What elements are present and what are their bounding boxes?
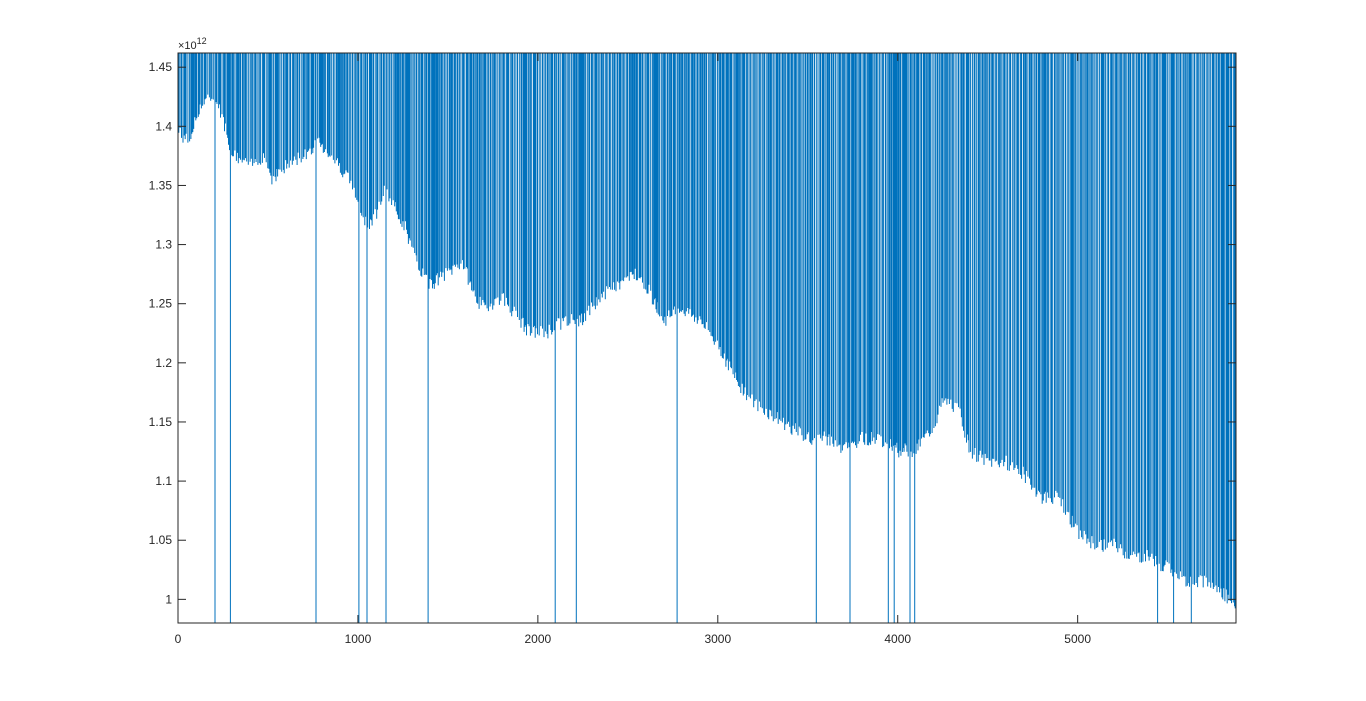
y-exponent-base: ×10	[178, 40, 197, 52]
x-tick-label: 4000	[884, 632, 911, 646]
y-tick-label: 1.3	[155, 238, 172, 252]
y-tick-label: 1.15	[149, 415, 173, 429]
series-line	[177, 52, 1236, 623]
axes-box	[177, 52, 1237, 624]
data-series-layer	[177, 52, 1236, 623]
x-axis: 0 1000 2000 3000 4000 5000	[175, 53, 1091, 646]
y-tick-label: 1.35	[149, 178, 173, 192]
x-tick-label: 1000	[345, 632, 372, 646]
x-tick-label: 5000	[1064, 632, 1091, 646]
y-tick-label: 1.25	[149, 297, 173, 311]
x-tick-label: 3000	[704, 632, 731, 646]
y-tick-label: 1.1	[155, 474, 172, 488]
y-tick-label: 1.2	[155, 356, 172, 370]
y-exponent-power: 12	[197, 36, 207, 46]
x-tick-label: 2000	[525, 632, 552, 646]
x-tick-label: 0	[175, 632, 182, 646]
y-tick-label: 1.05	[149, 533, 173, 547]
y-tick-label: 1.45	[149, 60, 173, 74]
y-axis-exponent-label: ×1012	[178, 36, 207, 52]
y-axis: 1 1.05 1.1 1.15 1.2 1.25 1.3 1.35 1.4 1.45	[149, 60, 1236, 606]
y-tick-label: 1	[165, 592, 172, 606]
y-tick-label: 1.4	[155, 119, 172, 133]
